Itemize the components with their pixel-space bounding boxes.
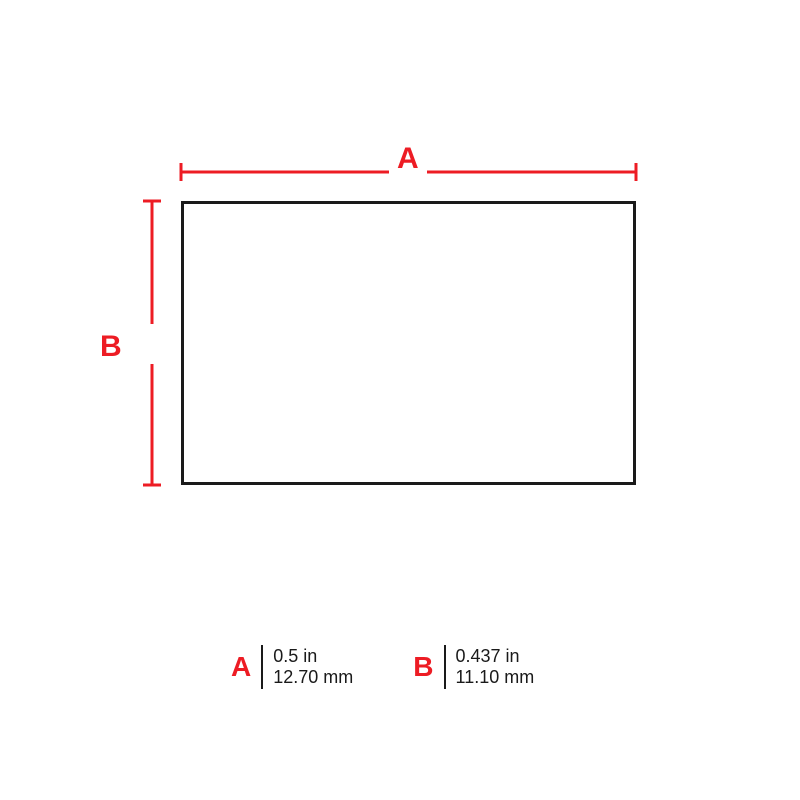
legend-item-b: B 0.437 in 11.10 mm	[413, 645, 534, 689]
diagram-canvas: A B A 0.5 in 12.70 mm B 0.437 in 11.10 m…	[0, 0, 800, 800]
legend-text-a: 0.5 in 12.70 mm	[263, 646, 353, 687]
legend-letter-a: A	[231, 653, 261, 681]
legend-b-mm: 11.10 mm	[456, 667, 535, 688]
legend-a-mm: 12.70 mm	[273, 667, 353, 688]
rectangle-shape	[181, 201, 636, 485]
dimension-b-label: B	[100, 330, 122, 364]
legend-letter-b: B	[413, 653, 443, 681]
dimension-legend: A 0.5 in 12.70 mm B 0.437 in 11.10 mm	[231, 645, 534, 689]
dimension-a-label: A	[397, 142, 419, 176]
legend-a-inches: 0.5 in	[273, 646, 353, 667]
legend-item-a: A 0.5 in 12.70 mm	[231, 645, 353, 689]
legend-b-inches: 0.437 in	[456, 646, 535, 667]
legend-text-b: 0.437 in 11.10 mm	[446, 646, 535, 687]
